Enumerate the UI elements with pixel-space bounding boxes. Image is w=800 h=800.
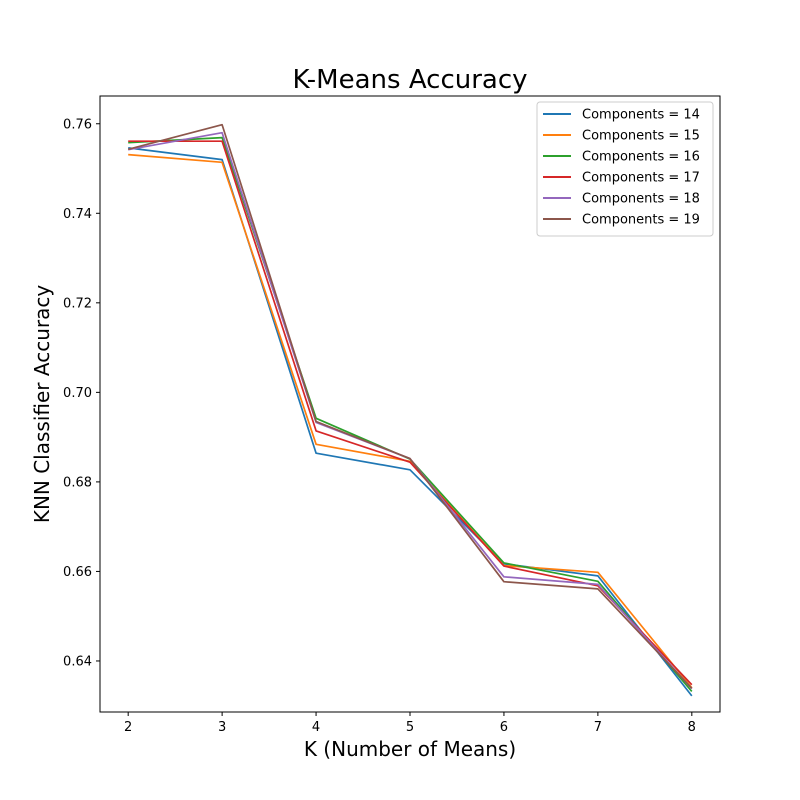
legend: Components = 14 Components = 15 Components… bbox=[536, 101, 714, 237]
legend-box bbox=[536, 101, 714, 237]
chart-title: K-Means Accuracy bbox=[292, 65, 527, 95]
y-tick-label: 0.74 bbox=[63, 207, 92, 222]
y-tick-label: 0.70 bbox=[63, 386, 92, 401]
x-axis-label: K (Number of Means) bbox=[304, 737, 516, 761]
legend-label: Components = 15 bbox=[582, 129, 700, 144]
x-tick-label: 7 bbox=[594, 720, 602, 735]
x-tick-label: 2 bbox=[124, 720, 132, 735]
y-tick-label: 0.64 bbox=[63, 654, 92, 669]
series-line-4 bbox=[128, 140, 693, 686]
y-tick-label: 0.76 bbox=[63, 117, 92, 132]
legend-label: Components = 16 bbox=[582, 150, 700, 165]
y-tick-label: 0.72 bbox=[63, 296, 92, 311]
x-tick-label: 3 bbox=[218, 720, 226, 735]
x-tick-label: 4 bbox=[312, 720, 320, 735]
y-axis-label: KNN Classifier Accuracy bbox=[30, 285, 54, 524]
legend-label: Components = 19 bbox=[582, 213, 700, 228]
x-tick-label: 6 bbox=[500, 720, 508, 735]
x-axis-ticks: 2 3 4 5 6 7 8 bbox=[124, 712, 696, 735]
series-line-6 bbox=[127, 123, 693, 689]
x-tick-label: 8 bbox=[688, 720, 696, 735]
legend-label: Components = 18 bbox=[582, 192, 700, 207]
y-tick-label: 0.66 bbox=[63, 565, 92, 580]
y-axis-ticks: 0.64 0.66 0.68 0.70 0.72 0.74 0.76 bbox=[63, 117, 100, 669]
series-line-1 bbox=[128, 147, 693, 697]
x-tick-label: 5 bbox=[406, 720, 414, 735]
legend-label: Components = 14 bbox=[582, 108, 700, 123]
plot-lines bbox=[127, 123, 693, 697]
y-tick-label: 0.68 bbox=[63, 475, 92, 490]
series-line-2 bbox=[128, 153, 693, 689]
legend-label: Components = 17 bbox=[582, 171, 700, 186]
